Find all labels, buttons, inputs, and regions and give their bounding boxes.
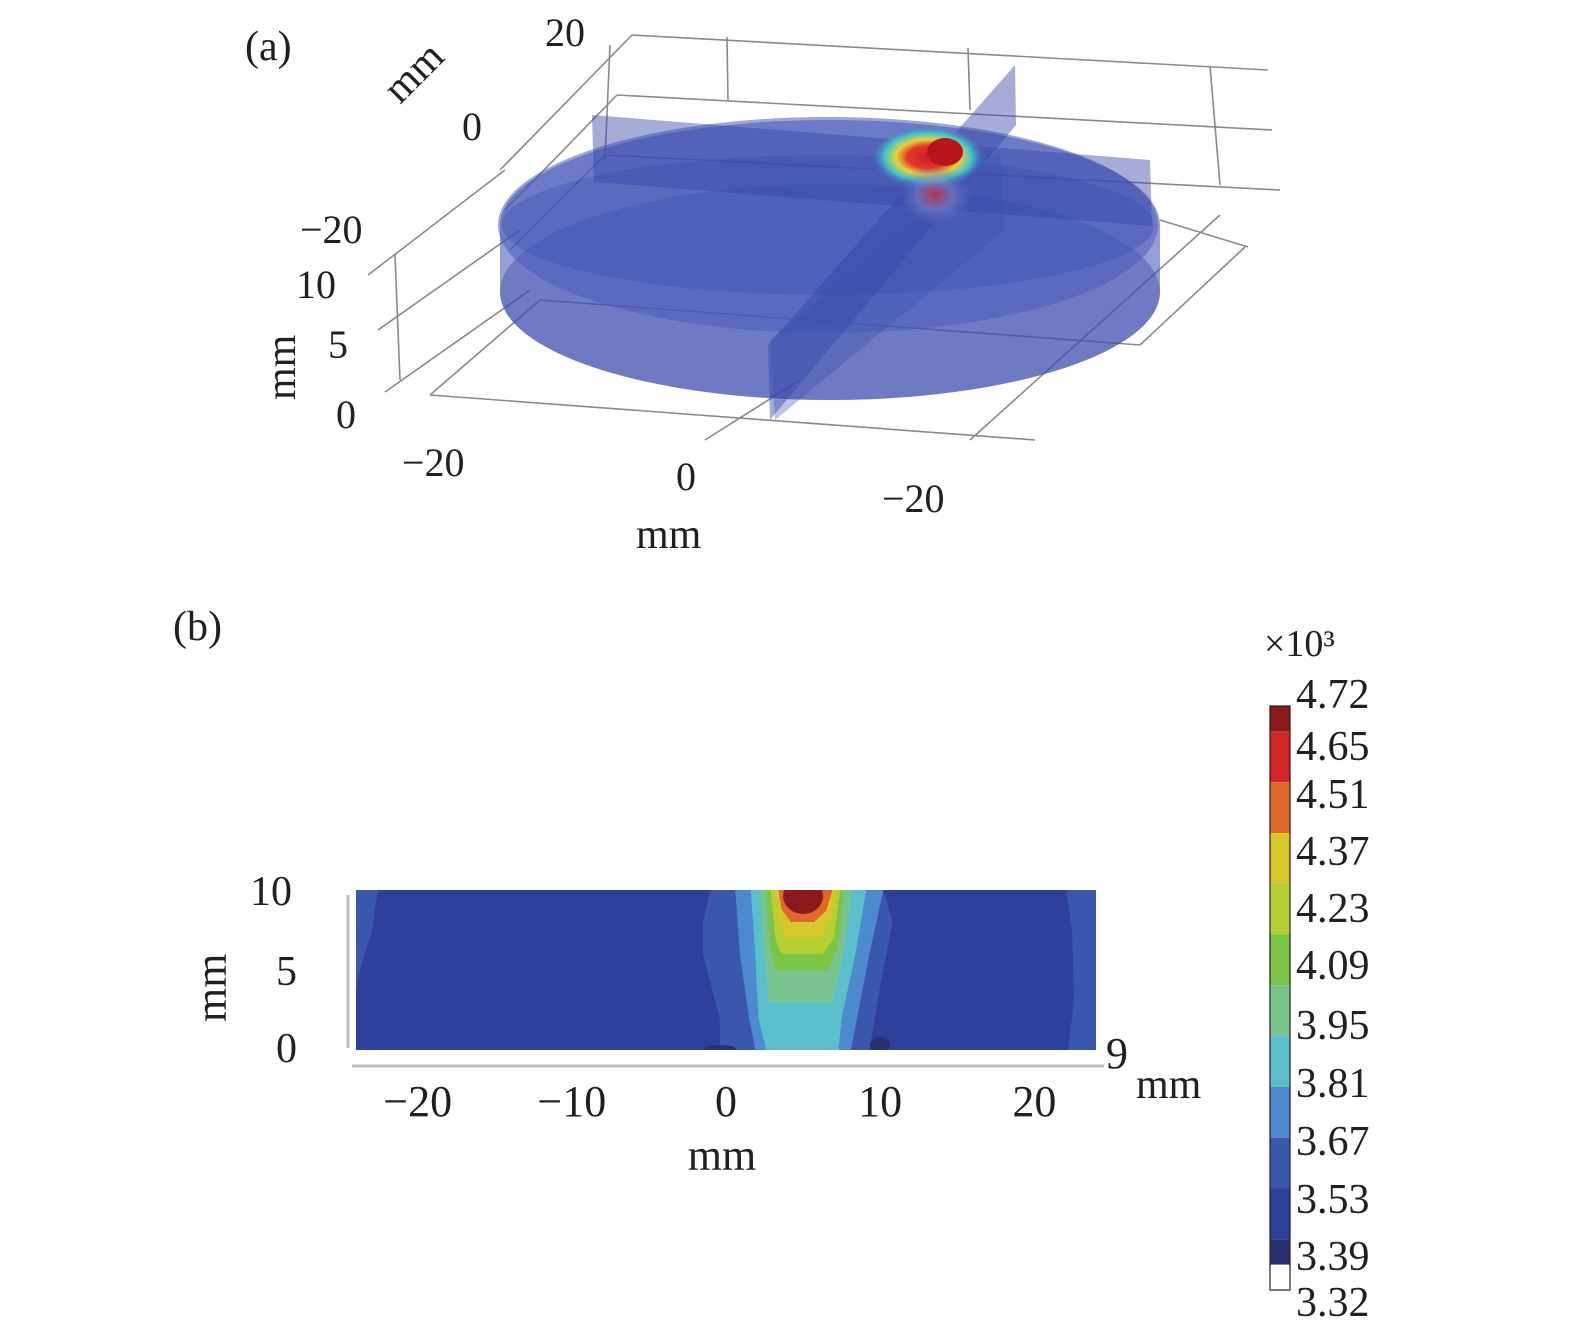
colorbar-level-label: 3.67 (1296, 1119, 1370, 1165)
colorbar-block (1270, 1086, 1290, 1138)
colorbar-level-label: 4.09 (1296, 943, 1370, 989)
colorbar-block (1270, 782, 1290, 833)
colorbar-block (1270, 1239, 1290, 1265)
panel-b-y-unit: mm (187, 954, 236, 1022)
panel-a-y-tick: 20 (545, 10, 585, 55)
contour-peak (783, 890, 824, 914)
colorbar-block (1270, 833, 1290, 884)
colorbar-level-label: 4.65 (1296, 724, 1370, 770)
panel-a-z-tick: 5 (328, 322, 348, 367)
panel-a-z-axis: 10 5 0 mm (259, 262, 356, 437)
panel-b-x-unit: mm (688, 1131, 756, 1180)
heatmap-edge-band (1066, 890, 1096, 1050)
panel-b-y-tick: 5 (276, 949, 297, 995)
panel-a-disc (498, 65, 1160, 420)
panel-b-x-tick: 20 (1012, 1077, 1056, 1126)
panel-a-y-unit: mm (375, 33, 454, 112)
colorbar-level-label: 4.23 (1296, 886, 1370, 932)
panel-a-x-tick: −20 (402, 440, 465, 485)
colorbar-block (1270, 731, 1290, 783)
colorbar-block (1270, 1188, 1290, 1240)
colorbar-level-label: 3.32 (1296, 1280, 1370, 1326)
colorbar-level-label: 4.72 (1296, 672, 1370, 718)
panel-b-x-axis: mm −20 −10 0 10 20 (383, 1077, 1056, 1180)
colorbar-block (1270, 985, 1290, 1037)
panel-a-y-tick: −20 (300, 207, 363, 252)
colorbar: ×10³ 4.72 4.654.51 4.37 4.23 4.09 3.95 3.81 3.6… (1264, 623, 1370, 1326)
panel-a-y-tick: 0 (462, 104, 482, 149)
panel-a-x-tick: −20 (882, 476, 945, 521)
colorbar-block (1270, 934, 1290, 986)
panel-b-depth-value: 9 (1106, 1029, 1128, 1078)
panel-b-y-tick: 0 (276, 1026, 297, 1072)
panel-a-z-tick: 0 (336, 392, 356, 437)
panel-b-label: (b) (173, 604, 222, 650)
colorbar-frame (1269, 705, 1291, 1291)
heatmap-low-spot (870, 1037, 890, 1050)
panel-b-x-tick: 10 (858, 1077, 902, 1126)
colorbar-block (1270, 1137, 1290, 1189)
heatmap-low-spot (704, 1045, 736, 1050)
colorbar-block (1270, 1036, 1290, 1087)
colorbar-block (1270, 883, 1290, 935)
colorbar-level-label: 3.81 (1296, 1061, 1370, 1107)
panel-a-z-unit: mm (259, 334, 305, 400)
panel-b-x-tick: −10 (537, 1077, 606, 1126)
colorbar-level-label: 3.95 (1296, 1003, 1370, 1049)
heatmap-plot (356, 890, 1096, 1050)
colorbar-multiplier: ×10³ (1264, 623, 1335, 665)
panel-b-y-axis: 10 5 0 mm (187, 869, 297, 1072)
panel-a-z-tick: 10 (296, 262, 336, 307)
colorbar-block (1270, 706, 1290, 732)
panel-b-depth-unit: mm (1136, 1062, 1202, 1108)
colorbar-level-label: 4.37 (1296, 829, 1370, 875)
colorbar-level-label: 3.53 (1296, 1177, 1370, 1223)
panel-b-x-tick: 0 (715, 1077, 737, 1126)
panel-a-x-unit: mm (636, 512, 702, 558)
panel-a: (a) (245, 10, 1281, 558)
panel-b-y-tick: 10 (250, 869, 292, 915)
panel-a-x-axis: −20 0 −20 mm (402, 440, 945, 558)
heatmap-edge-band (356, 890, 378, 990)
panel-b-x-tick: −20 (383, 1077, 452, 1126)
colorbar-level-label: 3.39 (1296, 1234, 1370, 1280)
panel-b: (b) 10 5 0 mm mm −20 −10 0 10 20 9 mm (173, 604, 1202, 1180)
colorbar-level-label: 4.51 (1296, 772, 1370, 818)
panel-a-x-tick: 0 (676, 454, 696, 499)
panel-a-label: (a) (245, 24, 292, 70)
